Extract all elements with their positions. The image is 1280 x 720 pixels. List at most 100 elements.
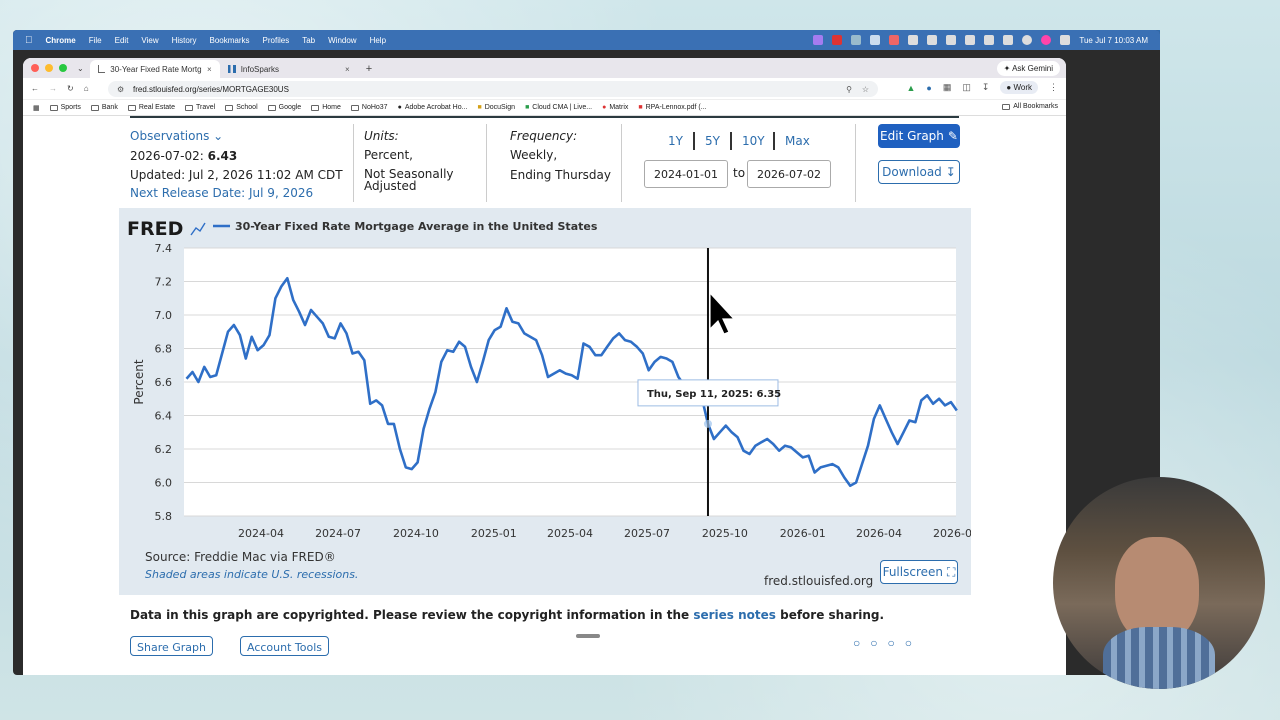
bookmark-google[interactable]: Google [267,104,301,111]
bookmark-label: Adobe Acrobat Ho... [404,104,468,111]
bookmark-home[interactable]: Home [311,104,341,111]
account-tools-button[interactable]: Account Tools [240,636,330,656]
start-date-input[interactable]: 2024-01-01 [644,160,728,188]
range-1y-button[interactable]: 1Y [668,134,683,148]
battery-icon[interactable] [984,35,995,45]
extensions-puzzle-icon[interactable]: ◫ [962,82,971,92]
share-graph-button[interactable]: Share Graph [130,636,213,656]
menu-view[interactable]: View [133,35,158,45]
close-window-icon[interactable] [31,64,39,72]
download-icon[interactable]: ↧ [981,82,990,92]
profile-button[interactable]: ● Work [1000,81,1038,94]
apps-grid-icon[interactable]: ▦ [33,104,40,112]
bluetooth-icon[interactable] [965,35,976,45]
menu-edit[interactable]: Edit [107,35,129,45]
range-10y-button[interactable]: 10Y [742,134,765,148]
zoom-icon[interactable]: ⚲ [846,84,852,94]
address-bar[interactable]: ⚙ fred.stlouisfed.org/series/MORTGAGE30U… [108,81,878,97]
ask-gemini-button[interactable]: ✦ Ask Gemini [996,61,1060,76]
menu-history[interactable]: History [164,35,197,45]
bookmark-sports[interactable]: Sports [49,104,81,111]
bookmark-docusign[interactable]: ■ DocuSign [477,104,515,111]
maximize-window-icon[interactable] [59,64,67,72]
extension-icon[interactable]: ● [926,82,932,93]
status-app-icon[interactable] [946,35,957,45]
x-tick-label: 2026-04 [856,527,902,540]
bookmark-travel[interactable]: Travel [185,104,215,111]
bookmark-bank[interactable]: Bank [90,104,118,111]
avatar: ● [1006,83,1014,92]
bookmark-real-estate[interactable]: Real Estate [127,104,175,111]
home-icon[interactable]: ⌂ [83,84,89,93]
chevron-down-icon: ⌄ [213,129,224,143]
menu-window[interactable]: Window [320,35,356,45]
status-app-icon[interactable] [832,35,843,45]
extension-icon[interactable]: ▦ [942,82,952,92]
bookmark-star-icon[interactable]: ☆ [861,84,869,94]
wifi-icon[interactable] [1003,35,1014,45]
status-app-icon[interactable] [851,35,862,45]
y-tick-label: 5.8 [155,510,173,523]
scroll-handle[interactable] [576,634,600,638]
search-icon[interactable] [1022,35,1033,45]
tab-mortgage[interactable]: 30-Year Fixed Rate Mortgage × [89,60,220,78]
menu-help[interactable]: Help [362,35,386,45]
bookmark-label: NoHo37 [361,104,388,111]
profile-label: Work [1013,83,1032,92]
menu-app-name[interactable]: Chrome [38,35,76,45]
bookmark-adobe-acrobat[interactable]: ● Adobe Acrobat Ho... [398,104,468,111]
status-app-icon[interactable] [870,35,881,45]
bar-chart-favicon-icon [227,65,236,73]
all-bookmarks[interactable]: All Bookmarks [1002,103,1058,110]
menu-bookmarks[interactable]: Bookmarks [202,35,250,45]
bookmark-label: Matrix [609,104,629,111]
reload-icon[interactable]: ↻ [67,84,74,93]
control-center-icon[interactable] [1060,35,1071,45]
bookmark-matrix[interactable]: ● Matrix [602,104,628,111]
menu-file[interactable]: File [81,35,102,45]
bookmark-noho37[interactable]: NoHo37 [350,104,388,111]
apple-icon[interactable]:  [25,35,33,46]
bookmark-cloud-cma[interactable]: ■ Cloud CMA | Live... [525,104,592,111]
screen-record-icon[interactable] [813,35,824,45]
status-app-icon[interactable] [927,35,938,45]
series-line[interactable] [185,276,958,488]
menu-kebab-icon[interactable]: ⋮ [1049,82,1058,92]
series-notes-link[interactable]: series notes [693,608,776,622]
tab-search-icon[interactable]: ⌄ [77,64,84,73]
fullscreen-button[interactable]: Fullscreen ⛶ [880,560,958,584]
edit-graph-button[interactable]: Edit Graph ✎ [878,124,960,148]
reddit-share-icon[interactable]: ○ [887,636,895,650]
minimize-window-icon[interactable] [45,64,53,72]
tab-infosparks[interactable]: InfoSparks × [220,60,358,78]
menu-profiles[interactable]: Profiles [255,35,290,45]
x-tick-label: 2024-04 [238,527,284,540]
status-app-icon[interactable] [889,35,900,45]
bookmark-rpa-lennox[interactable]: ■ RPA-Lennox.pdf (... [638,104,706,111]
menu-tab[interactable]: Tab [294,35,315,45]
forward-icon[interactable]: → [49,84,57,93]
next-release-link[interactable]: Next Release Date: Jul 9, 2026 [130,186,314,200]
gemini-icon: ✦ [1003,64,1013,73]
range-max-button[interactable]: Max [785,134,810,148]
drive-extension-icon[interactable]: ▲ [906,82,916,93]
new-tab-icon[interactable]: + [365,63,373,75]
close-tab-icon[interactable]: × [345,64,350,74]
line-chart[interactable]: 5.8 6.0 6.2 6.4 6.6 6.8 7.0 7.2 7.4 2024-04 2024-0… [119,208,979,595]
more-share-icon[interactable]: ○ [904,636,912,650]
address-text: fred.stlouisfed.org/series/MORTGAGE30US [133,84,289,94]
close-tab-icon[interactable]: × [207,64,212,74]
facebook-share-icon[interactable]: ○ [870,636,878,650]
site-info-icon[interactable]: ⚙ [117,84,125,94]
range-5y-button[interactable]: 5Y [705,134,720,148]
menubar-clock[interactable]: Tue Jul 7 10:03 AM [1079,35,1148,45]
status-app-icon[interactable] [908,35,919,45]
folder-icon [225,104,234,111]
end-date-input[interactable]: 2026-07-02 [747,160,831,188]
status-app-icon[interactable] [1041,35,1052,45]
bookmark-school[interactable]: School [225,104,258,111]
observations-dropdown[interactable]: Observations ⌄ [130,129,223,143]
back-icon[interactable]: ← [31,84,39,93]
download-button[interactable]: Download ↧ [878,160,960,184]
x-share-icon[interactable]: ○ [853,636,861,650]
